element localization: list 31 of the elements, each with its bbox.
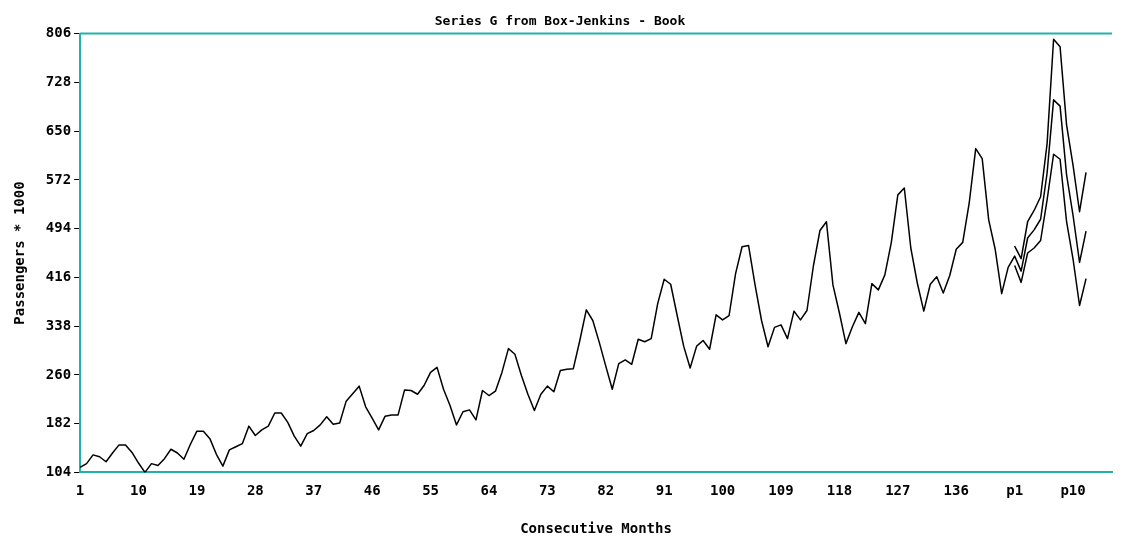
chart-title: Series G from Box-Jenkins - Book	[434, 13, 686, 29]
y-tick-label: 728	[45, 73, 72, 89]
x-tick-label: p10	[1060, 482, 1086, 499]
x-tick-label: 1	[75, 482, 85, 499]
y-tick-label: 182	[45, 414, 72, 431]
x-tick-label: 55	[422, 482, 439, 499]
x-tick-label: 127	[885, 482, 911, 499]
y-tick-label: 104	[45, 463, 72, 480]
x-tick-label: 118	[826, 482, 853, 499]
x-tick-label: 28	[246, 482, 264, 499]
x-tick-label: 100	[709, 482, 736, 499]
x-tick-label: 73	[538, 482, 556, 499]
x-tick-label: 19	[188, 482, 206, 499]
y-tick-label: 260	[45, 365, 72, 382]
y-tick-label: 416	[45, 268, 72, 285]
x-tick-label: 10	[130, 482, 147, 499]
y-tick-label: 494	[45, 219, 72, 236]
x-tick-label: 46	[363, 482, 381, 499]
x-tick-label: 82	[597, 482, 615, 499]
y-tick-label: 806	[45, 24, 72, 41]
y-tick-label: 572	[45, 170, 72, 187]
x-axis-title: Consecutive Months	[520, 520, 672, 537]
y-tick-label: 338	[45, 316, 72, 333]
y-axis-title: Passengers * 1000	[11, 181, 28, 325]
x-tick-label: 37	[305, 482, 323, 499]
x-tick-label: 91	[655, 482, 673, 499]
x-tick-label: 109	[768, 482, 794, 499]
x-tick-label: p1	[1006, 482, 1024, 499]
x-tick-label: 136	[943, 482, 969, 499]
x-tick-label: 64	[480, 482, 498, 499]
y-tick-label: 650	[45, 121, 72, 138]
